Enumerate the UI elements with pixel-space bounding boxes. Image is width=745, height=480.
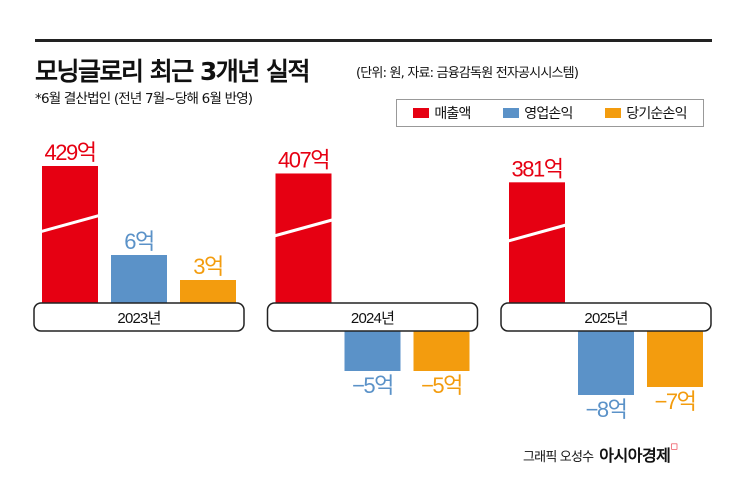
bar-revenue (509, 182, 565, 303)
bar-operating (578, 331, 634, 395)
data-label: −8억 (586, 397, 627, 422)
bar-revenue (275, 173, 332, 303)
data-label: −5억 (421, 373, 462, 398)
category-pill (500, 302, 712, 332)
category-label: 2025년 (584, 310, 627, 327)
axis-break-mark (507, 223, 567, 243)
data-label: 407억 (278, 147, 329, 172)
category-pill (33, 302, 245, 332)
bar-net (180, 280, 236, 303)
bar-revenue (42, 166, 98, 303)
brand-mark-icon: ◻ (670, 442, 678, 452)
bar-operating (344, 331, 401, 371)
axis-break-mark (40, 214, 100, 233)
data-label: 429억 (45, 140, 96, 165)
data-label: 3억 (193, 254, 222, 279)
category-pill (266, 302, 479, 332)
chart-title: 모닝글로리 최근 3개년 실적 (35, 57, 311, 86)
legend-label: 매출액 (434, 106, 471, 122)
title-rule (35, 39, 712, 42)
data-label: 6억 (124, 229, 153, 254)
legend: 매출액 영업손익 당기순손익 (396, 99, 704, 127)
bar-net (413, 331, 470, 371)
chart-subtitle: *6월 결산법인 (전년 7월~당해 6월 반영) (35, 91, 253, 107)
legend-label: 영업손익 (524, 106, 573, 122)
bar-operating (111, 255, 167, 303)
legend-item-revenue: 매출액 (413, 103, 471, 123)
data-label: 381억 (512, 156, 563, 181)
bar-net (647, 331, 703, 387)
legend-swatch (503, 108, 520, 118)
legend-item-net: 당기순손익 (605, 103, 687, 123)
unit-source-note: (단위: 원, 자료: 금융감독원 전자공시시스템) (356, 66, 579, 81)
credit-label: 그래픽 오성수 (523, 450, 594, 465)
data-label: −7억 (655, 389, 696, 414)
legend-swatch (605, 108, 622, 118)
legend-item-operating: 영업손익 (503, 103, 573, 123)
credit: 그래픽 오성수 아시아경제◻ (523, 442, 678, 466)
brand-logo: 아시아경제 (599, 446, 671, 465)
category-label: 2023년 (117, 310, 160, 327)
legend-swatch (413, 108, 430, 118)
legend-label: 당기순손익 (626, 106, 687, 122)
category-label: 2024년 (351, 310, 394, 327)
data-label: −5억 (352, 373, 393, 398)
axis-break-mark (274, 218, 333, 238)
